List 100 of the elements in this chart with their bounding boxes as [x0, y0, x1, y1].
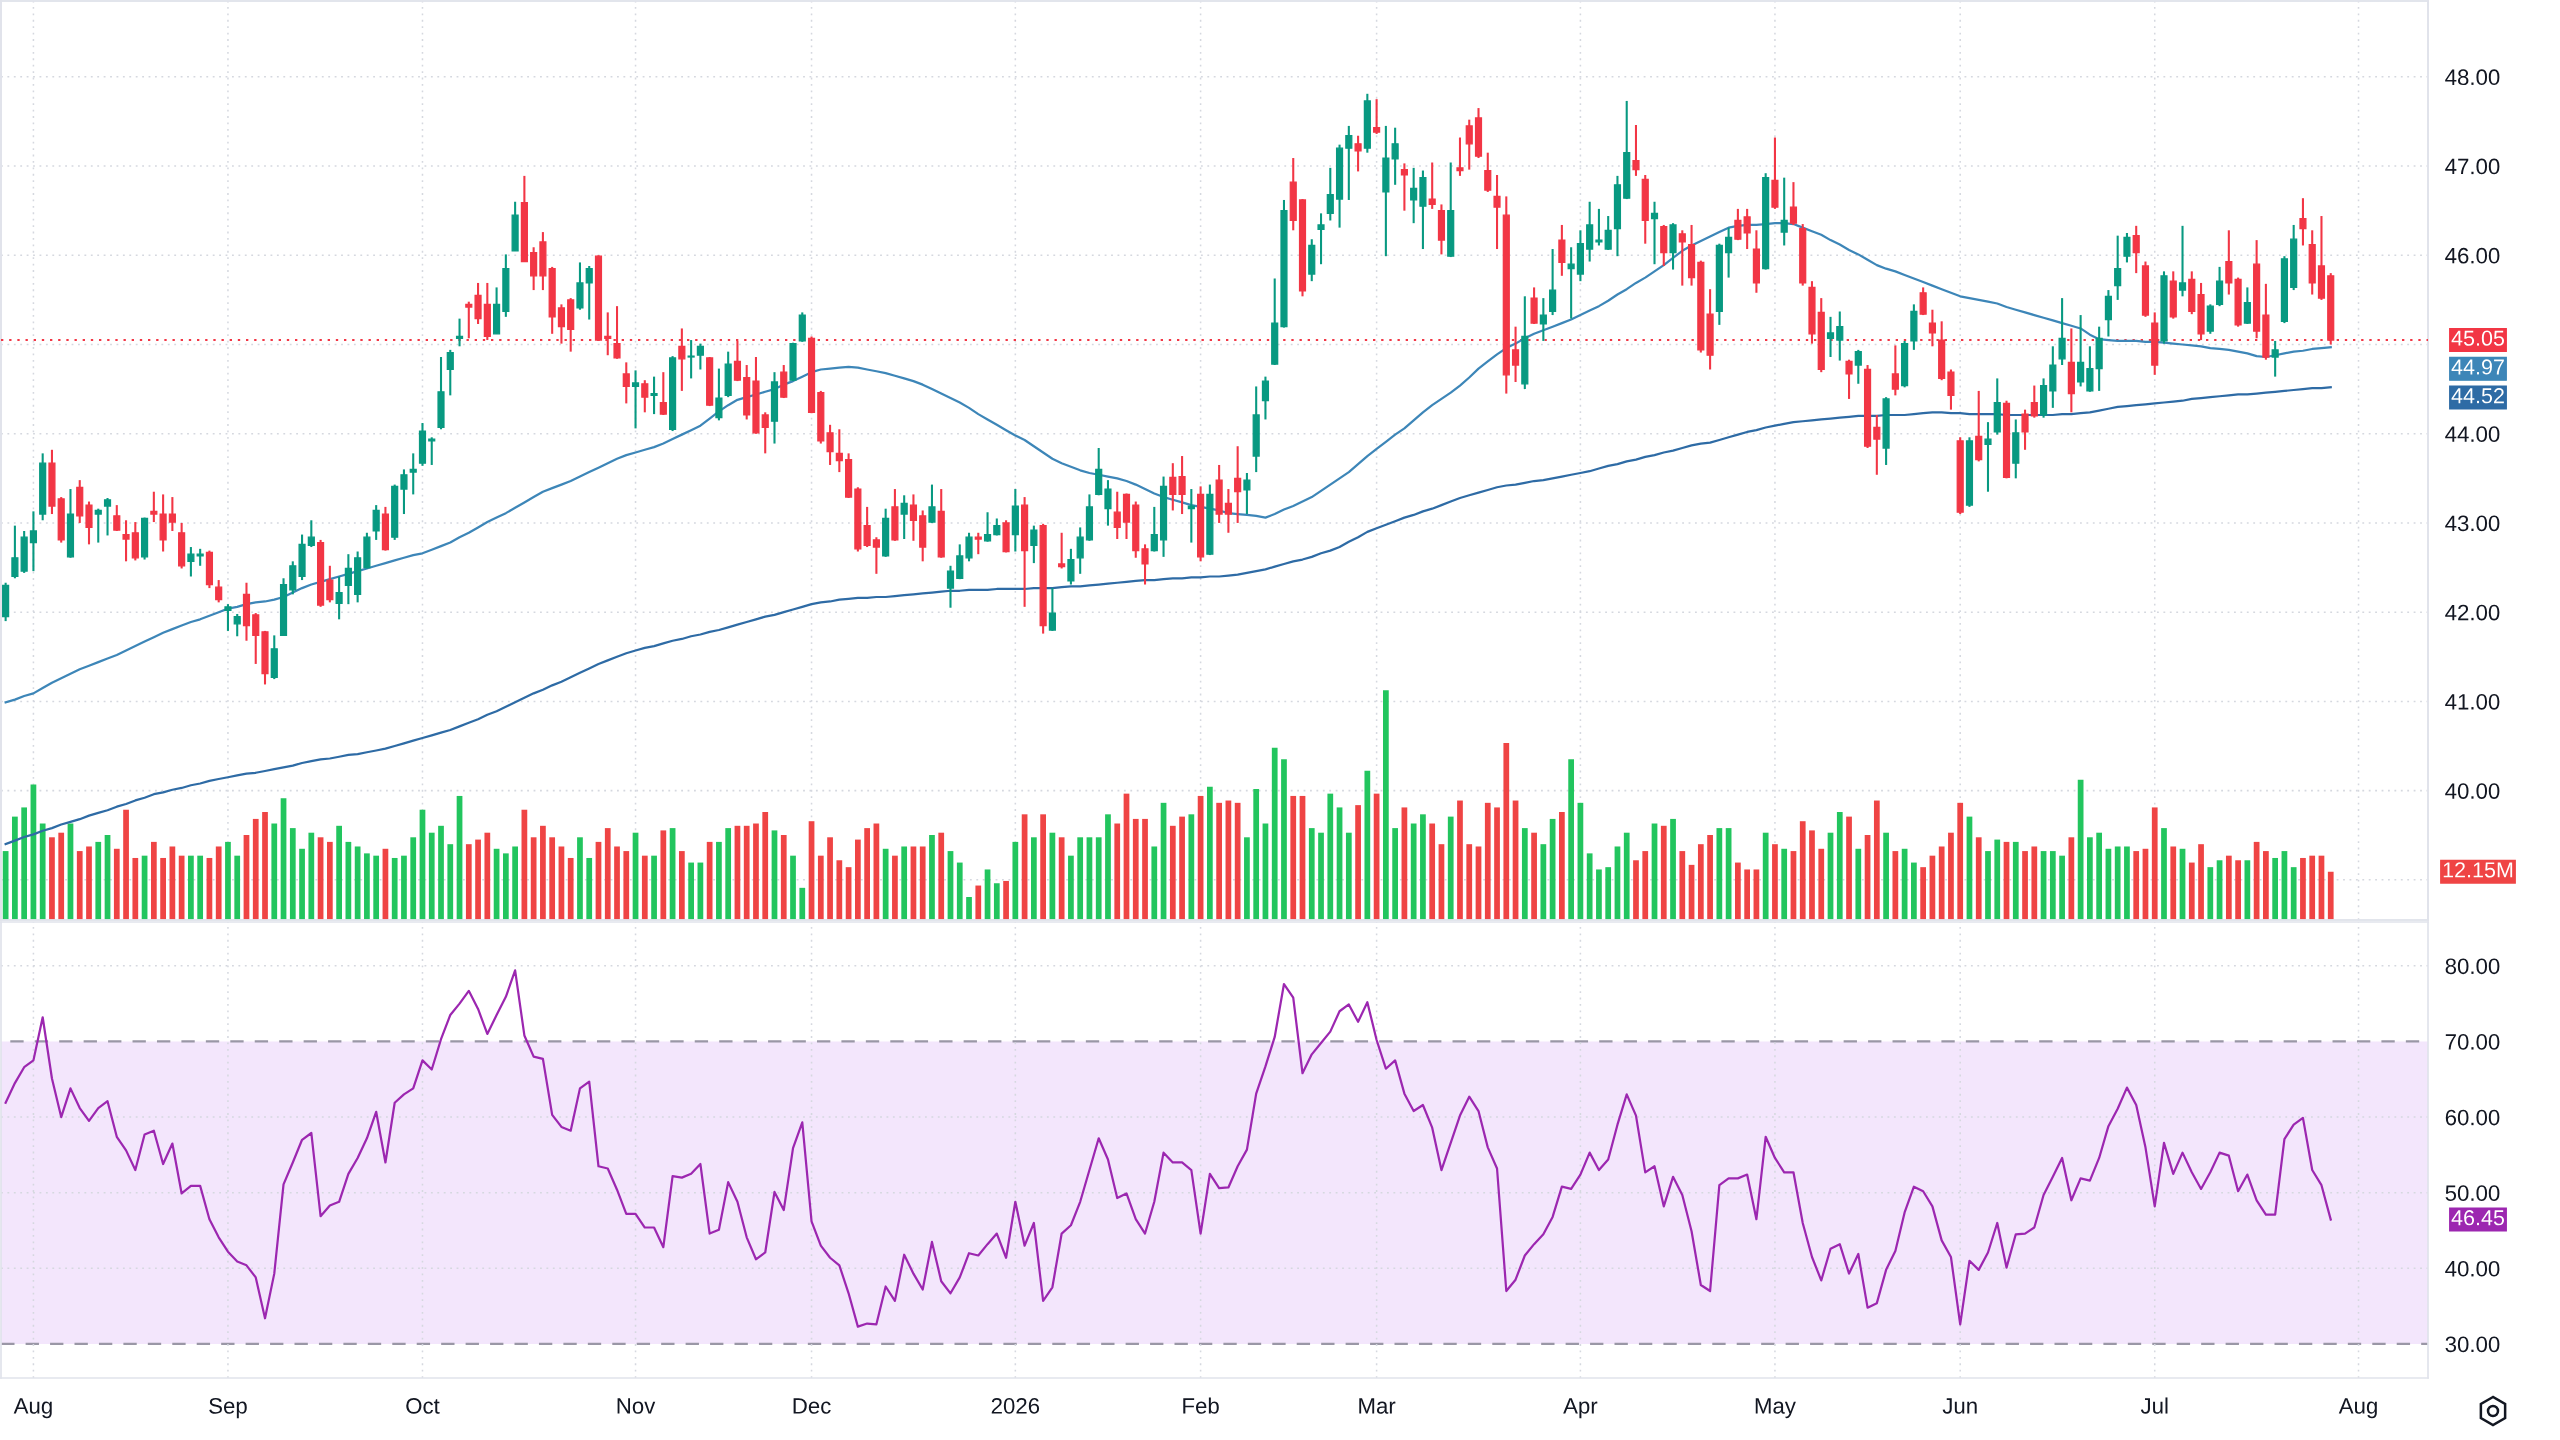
candlestick [168, 496, 176, 533]
candlestick [122, 519, 130, 563]
bar [1818, 848, 1825, 920]
y-tick-label: 50.00 [2445, 1185, 2500, 1201]
bar [799, 887, 806, 920]
bar [12, 816, 18, 920]
candlestick [335, 575, 343, 621]
candlestick [1539, 297, 1547, 342]
bar [1994, 839, 2001, 920]
bar [577, 837, 583, 920]
candlestick [252, 612, 260, 665]
bar [716, 841, 722, 920]
bar [1985, 851, 1991, 920]
bar [234, 855, 241, 920]
candlestick [1984, 421, 1992, 493]
candlestick [900, 494, 908, 541]
candlestick [1836, 310, 1844, 362]
bar [1521, 828, 1528, 920]
candlestick [1595, 207, 1603, 247]
bar [623, 851, 630, 920]
bar [1660, 825, 1667, 920]
candlestick [2058, 297, 2066, 367]
candlestick [1743, 207, 1751, 251]
bar [299, 848, 305, 920]
bar [1058, 837, 1065, 920]
bar [39, 823, 46, 920]
y-tick-label: 41.00 [2445, 693, 2500, 710]
candlestick [983, 511, 992, 543]
candlestick [1854, 348, 1862, 385]
bar [1234, 802, 1241, 920]
bar [614, 846, 620, 920]
candlestick [1234, 445, 1242, 524]
candlestick [826, 423, 834, 466]
bar [2309, 855, 2316, 920]
candlestick [474, 281, 482, 326]
candlestick [1150, 505, 1158, 553]
bar [1207, 786, 1213, 920]
candlestick [1734, 207, 1742, 242]
candlestick [1845, 358, 1853, 400]
bar [1030, 837, 1037, 920]
bar [1003, 880, 1009, 920]
candlestick [1567, 246, 1575, 320]
candlestick [946, 564, 955, 609]
bar [892, 855, 898, 920]
candlestick [622, 361, 630, 405]
bar [1318, 832, 1324, 920]
bar [1503, 743, 1510, 920]
bar [1188, 814, 1195, 920]
bar [1420, 814, 1426, 920]
candlestick [835, 428, 843, 474]
bar [1809, 830, 1815, 920]
candlestick [455, 317, 464, 348]
candlestick [1826, 315, 1835, 359]
candlestick [94, 507, 102, 544]
candlestick [1789, 181, 1798, 226]
candlestick [687, 339, 695, 380]
bar [1605, 867, 1612, 920]
bar [1457, 800, 1463, 920]
bar [76, 851, 83, 920]
bar [2290, 867, 2297, 920]
bar [1623, 832, 1630, 920]
bar [1281, 759, 1287, 920]
y-tick-label: 47.00 [2445, 158, 2500, 175]
bar [2272, 857, 2279, 920]
bar [2198, 844, 2204, 920]
candlestick [1484, 151, 1492, 193]
candlestick [641, 379, 649, 414]
candlestick [1243, 471, 1251, 516]
bar [336, 825, 342, 920]
candlestick [1725, 226, 1733, 279]
candlestick [2271, 339, 2279, 378]
bar [2124, 846, 2130, 920]
bar [132, 857, 139, 920]
bar [1392, 828, 1399, 920]
bar [364, 853, 370, 920]
line-series [4, 969, 2332, 1328]
bar [2133, 851, 2140, 920]
candlestick [372, 504, 380, 541]
bar [1484, 802, 1491, 920]
candlestick [1224, 488, 1232, 534]
bar [86, 846, 92, 920]
bar [502, 853, 509, 920]
bar [1531, 832, 1537, 920]
bar [1568, 759, 1575, 920]
candlestick [1113, 490, 1121, 541]
candlestick [2077, 314, 2085, 388]
bar [1883, 832, 1889, 920]
candlestick [1141, 543, 1149, 586]
bar [1068, 855, 1074, 920]
bar [2059, 855, 2065, 920]
bar [1892, 851, 1899, 920]
candlestick [1632, 123, 1640, 177]
candlestick [2178, 224, 2187, 298]
bar [549, 837, 556, 920]
bar [2096, 832, 2103, 920]
bar [2022, 851, 2028, 920]
bar [1846, 816, 1852, 920]
candlestick [2123, 231, 2131, 264]
bar [1105, 814, 1111, 920]
x-tick-label: May [1755, 1398, 1796, 1419]
